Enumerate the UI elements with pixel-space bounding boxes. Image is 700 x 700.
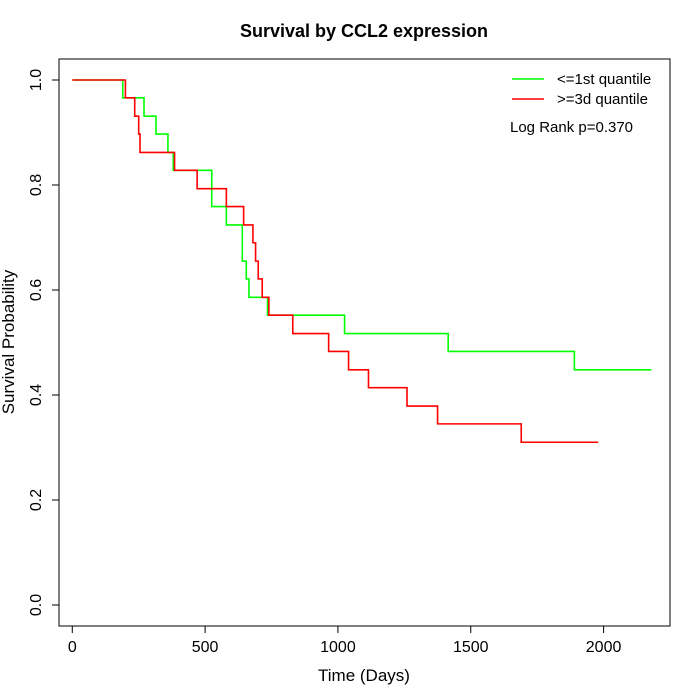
x-axis: 0 500 1000 1500 2000 <box>68 625 622 656</box>
log-rank-annotation: Log Rank p=0.370 <box>510 119 633 136</box>
series-line-1 <box>72 79 599 444</box>
y-tick-label: 0.8 <box>28 174 45 196</box>
y-axis: 0.0 0.2 0.4 0.6 0.8 1.0 <box>28 69 60 616</box>
x-tick-label: 500 <box>192 639 219 656</box>
x-tick-label: 2000 <box>586 639 622 656</box>
legend-label-0: <=1st quantile <box>557 71 651 88</box>
series-layer <box>72 79 652 444</box>
y-tick-label: 0.2 <box>28 489 45 511</box>
x-tick-label: 0 <box>68 639 77 656</box>
chart-title: Survival by CCL2 expression <box>240 21 488 41</box>
x-tick-label: 1500 <box>453 639 489 656</box>
y-axis-label: Survival Probability <box>0 269 18 414</box>
series-line-0 <box>72 79 652 371</box>
plot-frame <box>58 58 671 627</box>
x-tick-label: 1000 <box>320 639 356 656</box>
legend-label-1: >=3d quantile <box>557 91 648 108</box>
y-tick-label: 0.0 <box>28 594 45 616</box>
legend: <=1st quantile >=3d quantile <box>512 71 651 108</box>
y-tick-label: 1.0 <box>28 69 45 91</box>
y-tick-label: 0.6 <box>28 279 45 301</box>
x-axis-label: Time (Days) <box>318 666 410 685</box>
y-tick-label: 0.4 <box>28 384 45 406</box>
